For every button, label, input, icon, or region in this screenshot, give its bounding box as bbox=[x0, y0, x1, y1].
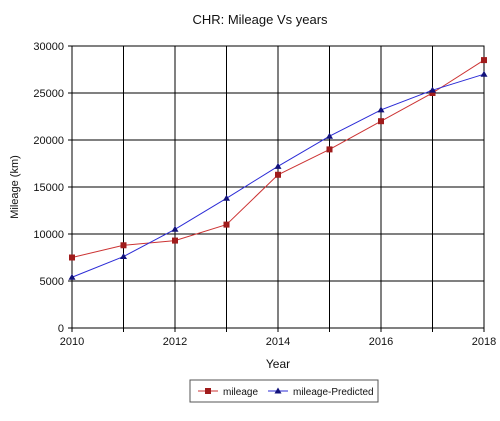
legend: mileage mileage-Predicted bbox=[189, 379, 379, 403]
data-point-mileage bbox=[429, 90, 436, 96]
legend-label-mileage-predicted: mileage-Predicted bbox=[293, 387, 374, 398]
legend-marker-mileage-predicted bbox=[274, 387, 282, 394]
series-mileage bbox=[69, 57, 487, 261]
y-tick-label: 20000 bbox=[33, 135, 64, 147]
x-tick-label: 2010 bbox=[60, 336, 84, 348]
data-point-mileage-predicted bbox=[274, 162, 282, 169]
data-point-mileage-predicted bbox=[68, 273, 76, 280]
x-tick-label: 2012 bbox=[163, 336, 187, 348]
legend-entry-mileage-predicted: mileage-Predicted bbox=[268, 387, 374, 398]
y-axis-ticks: 0 5000 10000 15000 20000 25000 30000 bbox=[33, 41, 72, 335]
data-point-mileage bbox=[69, 254, 75, 261]
y-tick-label: 25000 bbox=[33, 88, 64, 100]
y-tick-label: 30000 bbox=[33, 41, 64, 53]
legend-marker-mileage bbox=[205, 388, 211, 394]
data-point-mileage-predicted bbox=[429, 86, 436, 93]
legend-label-mileage: mileage bbox=[223, 387, 258, 398]
data-point-mileage bbox=[223, 221, 230, 228]
x-tick-label: 2014 bbox=[266, 336, 290, 348]
data-point-mileage bbox=[378, 118, 384, 125]
series-layer bbox=[68, 57, 488, 280]
x-axis-label: Year bbox=[266, 357, 290, 371]
y-tick-label: 0 bbox=[58, 323, 64, 335]
series-mileage-predicted bbox=[68, 70, 488, 280]
data-point-mileage-predicted bbox=[326, 132, 333, 139]
y-tick-label: 15000 bbox=[33, 182, 64, 194]
y-tick-label: 10000 bbox=[33, 229, 64, 241]
data-point-mileage bbox=[481, 57, 487, 64]
y-axis-label: Mileage (km) bbox=[9, 155, 21, 219]
data-point-mileage-predicted bbox=[120, 253, 127, 260]
data-point-mileage-predicted bbox=[171, 225, 179, 232]
data-point-mileage bbox=[120, 242, 127, 249]
x-tick-label: 2018 bbox=[472, 336, 496, 348]
data-point-mileage-predicted bbox=[377, 106, 385, 113]
chart-title: CHR: Mileage Vs years bbox=[192, 12, 328, 27]
data-point-mileage-predicted bbox=[223, 194, 230, 201]
gridlines bbox=[71, 45, 485, 329]
data-point-mileage-predicted bbox=[480, 70, 488, 77]
x-axis-ticks: 2010 2012 2014 2016 2018 bbox=[60, 328, 496, 348]
data-point-mileage bbox=[172, 237, 178, 244]
data-point-mileage bbox=[275, 171, 281, 178]
data-point-mileage bbox=[326, 146, 333, 153]
y-tick-label: 5000 bbox=[40, 276, 64, 288]
x-tick-label: 2016 bbox=[369, 336, 393, 348]
legend-entry-mileage: mileage bbox=[198, 387, 258, 398]
